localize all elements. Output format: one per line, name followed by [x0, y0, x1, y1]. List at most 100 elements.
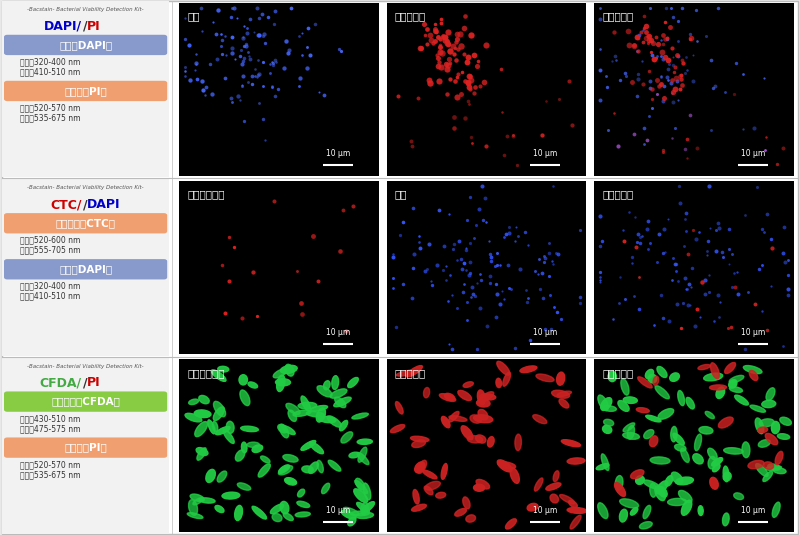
Point	[632, 47, 645, 55]
Ellipse shape	[603, 419, 614, 426]
Point	[225, 43, 238, 52]
Point	[651, 76, 664, 85]
Point	[629, 213, 642, 221]
Point	[439, 35, 452, 44]
Ellipse shape	[602, 406, 617, 411]
Point	[512, 232, 525, 240]
Text: 10 μm: 10 μm	[741, 328, 765, 337]
Ellipse shape	[449, 411, 459, 422]
Ellipse shape	[330, 389, 347, 398]
Point	[303, 51, 316, 59]
Ellipse shape	[354, 480, 367, 494]
Ellipse shape	[636, 408, 650, 412]
Ellipse shape	[248, 382, 258, 388]
Point	[496, 108, 509, 117]
Point	[594, 15, 606, 24]
Ellipse shape	[693, 454, 703, 464]
Point	[634, 233, 646, 242]
Point	[685, 264, 698, 272]
Point	[758, 74, 770, 82]
Ellipse shape	[762, 400, 776, 408]
Point	[632, 230, 645, 238]
Ellipse shape	[223, 429, 234, 444]
FancyBboxPatch shape	[4, 392, 167, 412]
Point	[474, 81, 486, 90]
Point	[214, 30, 227, 39]
Point	[566, 121, 578, 129]
Ellipse shape	[352, 413, 368, 419]
Point	[463, 269, 476, 277]
Point	[702, 237, 714, 246]
Point	[533, 255, 546, 263]
Text: 10 μm: 10 μm	[533, 328, 558, 337]
Point	[337, 206, 350, 215]
Point	[484, 257, 497, 265]
Point	[224, 13, 237, 21]
Point	[457, 288, 470, 296]
Point	[553, 94, 566, 103]
Point	[710, 247, 722, 255]
Ellipse shape	[712, 457, 722, 466]
Point	[675, 74, 688, 83]
Ellipse shape	[699, 426, 713, 434]
Point	[630, 33, 643, 41]
Point	[446, 245, 459, 254]
Point	[663, 60, 676, 68]
Ellipse shape	[658, 409, 674, 419]
Point	[250, 312, 263, 320]
Point	[669, 85, 682, 94]
Point	[278, 64, 291, 72]
Ellipse shape	[445, 393, 454, 400]
Ellipse shape	[358, 447, 367, 462]
Ellipse shape	[361, 503, 368, 515]
Point	[547, 302, 560, 311]
Text: 蛍光：475-575 nm: 蛍光：475-575 nm	[20, 424, 81, 433]
Point	[432, 54, 445, 62]
Point	[510, 161, 523, 170]
Ellipse shape	[704, 373, 722, 381]
Point	[414, 44, 427, 52]
Point	[679, 285, 692, 293]
Point	[537, 257, 550, 266]
Point	[640, 225, 653, 233]
Point	[396, 217, 409, 226]
Point	[756, 261, 769, 269]
Point	[678, 215, 691, 224]
Ellipse shape	[226, 421, 234, 433]
Point	[682, 250, 694, 258]
Point	[637, 26, 650, 34]
Point	[662, 76, 674, 85]
Ellipse shape	[598, 395, 608, 411]
Point	[678, 68, 691, 77]
Point	[648, 55, 661, 63]
Point	[465, 292, 478, 301]
Point	[463, 73, 476, 81]
Point	[714, 297, 726, 306]
Point	[632, 70, 645, 79]
Ellipse shape	[778, 434, 790, 439]
Point	[294, 299, 307, 308]
Point	[441, 65, 454, 73]
Point	[455, 265, 468, 273]
Point	[256, 58, 269, 66]
Ellipse shape	[694, 434, 702, 450]
Ellipse shape	[650, 457, 670, 464]
Point	[442, 28, 454, 36]
Point	[760, 326, 773, 335]
Point	[536, 269, 549, 278]
Point	[505, 284, 518, 293]
Ellipse shape	[414, 462, 425, 473]
Point	[683, 111, 696, 119]
Point	[646, 38, 658, 47]
Point	[238, 117, 250, 125]
Point	[654, 36, 667, 44]
Ellipse shape	[650, 436, 658, 447]
Point	[694, 313, 706, 322]
Point	[755, 307, 768, 316]
Point	[429, 27, 442, 35]
Ellipse shape	[277, 375, 285, 392]
Point	[538, 251, 550, 260]
Text: 10 μm: 10 μm	[326, 506, 350, 515]
Point	[269, 92, 282, 101]
Point	[607, 315, 620, 324]
